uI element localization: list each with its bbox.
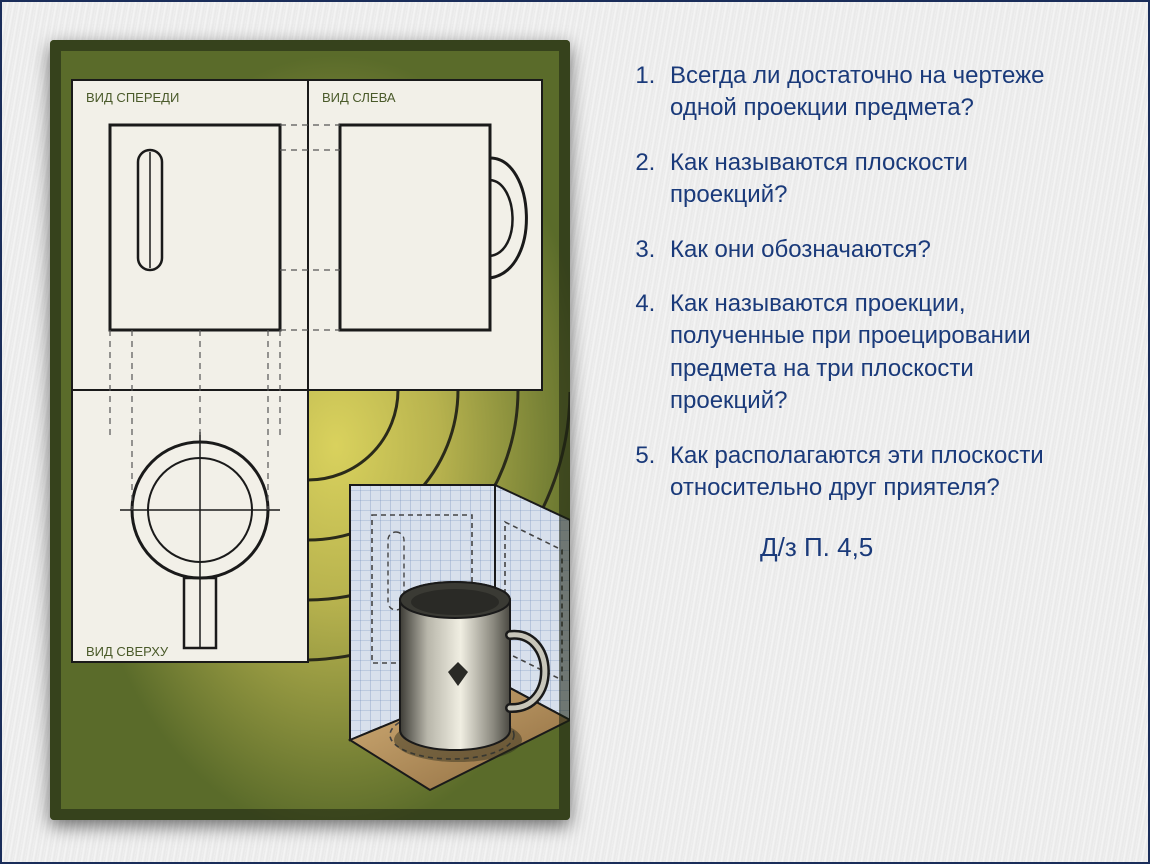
label-top: ВИД СВЕРХУ [86, 644, 169, 659]
question-item: Всегда ли достаточно на чертеже одной пр… [662, 60, 1090, 125]
projection-diagram: ВИД СПЕРЕДИ ВИД СЛЕВА [50, 40, 570, 820]
label-left: ВИД СЛЕВА [322, 90, 396, 105]
homework-text: Д/з П. 4,5 [630, 532, 1090, 563]
label-front: ВИД СПЕРЕДИ [86, 90, 179, 105]
question-item: Как называются проекции, полученные при … [662, 288, 1090, 418]
question-item: Как называются плоскости проекций? [662, 147, 1090, 212]
question-item: Как располагаются эти плоскости относите… [662, 440, 1090, 505]
diagram-svg: ВИД СПЕРЕДИ ВИД СЛЕВА [50, 40, 570, 820]
question-list: Всегда ли достаточно на чертеже одной пр… [630, 60, 1090, 504]
question-item: Как они обозначаются? [662, 234, 1090, 266]
